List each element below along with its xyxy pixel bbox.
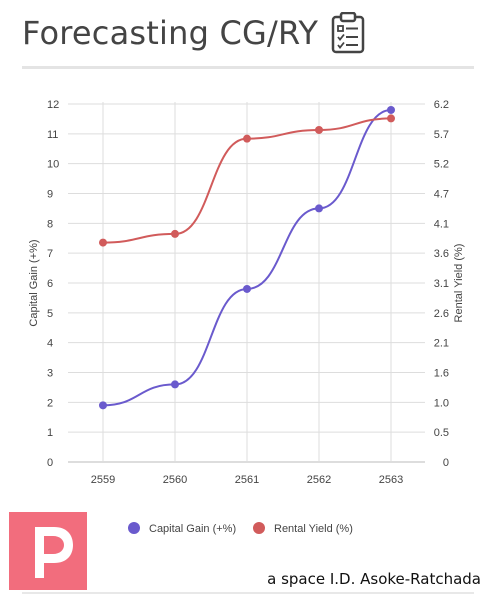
right-axis-label: Rental Yield (%) — [453, 244, 465, 323]
letter-p-logo-icon — [9, 512, 87, 590]
page-title: Forecasting CG/RY — [22, 14, 319, 52]
rental-yield-legend-swatch — [253, 522, 265, 534]
legend: Capital Gain (+%) Rental Yield (%) — [128, 522, 353, 535]
capital-gain-legend-swatch — [128, 522, 140, 534]
left-tick-label: 3 — [47, 368, 53, 380]
right-tick-label: 0 — [443, 457, 449, 469]
capital-gain-point — [315, 204, 323, 213]
left-tick-label: 6 — [47, 278, 53, 290]
rental-yield-point — [171, 229, 179, 238]
capital-gain-legend-label: Capital Gain (+%) — [149, 523, 236, 535]
left-tick-label: 4 — [47, 338, 53, 350]
capital-gain-point — [243, 284, 251, 293]
capital-gain-point — [171, 380, 179, 389]
left-tick-label: 7 — [47, 248, 53, 260]
x-tick-label: 2559 — [91, 474, 115, 486]
right-tick-label: 2.1 — [434, 338, 449, 350]
right-tick-label: 4.7 — [434, 189, 449, 201]
rental-yield-legend-label: Rental Yield (%) — [274, 523, 353, 535]
right-tick-label: 5.2 — [434, 159, 449, 171]
rental-yield-point — [99, 238, 107, 247]
capital-gain-point — [99, 401, 107, 410]
x-tick-label: 2562 — [307, 474, 331, 486]
footer-caption: a space I.D. Asoke-Ratchada — [267, 570, 481, 588]
left-tick-label: 5 — [47, 308, 53, 320]
left-tick-label: 8 — [47, 218, 53, 230]
right-tick-label: 3.1 — [434, 278, 449, 290]
right-tick-label: 2.6 — [434, 308, 449, 320]
x-tick-label: 2563 — [379, 474, 403, 486]
right-tick-label: 6.2 — [434, 99, 449, 111]
left-tick-label: 9 — [47, 189, 53, 201]
rental-yield-point — [387, 114, 395, 123]
right-axis-ticks: 0 0.5 1.0 1.6 2.1 2.6 3.1 3.6 4.1 4.7 5.2 5.7 6.2 — [434, 99, 449, 469]
x-tick-label: 2560 — [163, 474, 187, 486]
left-tick-label: 11 — [47, 129, 58, 141]
clipboard-checklist-icon — [331, 12, 365, 54]
footer-divider — [22, 592, 474, 594]
right-tick-label: 0.5 — [434, 427, 449, 439]
right-tick-label: 5.7 — [434, 129, 449, 141]
right-tick-label: 4.1 — [434, 218, 449, 230]
title-divider — [22, 66, 474, 69]
rental-yield-point — [243, 134, 251, 143]
series — [99, 105, 395, 410]
x-tick-label: 2561 — [235, 474, 259, 486]
left-tick-label: 12 — [47, 99, 59, 111]
right-tick-label: 1.6 — [434, 368, 449, 380]
capital-gain-line — [102, 108, 392, 407]
grid — [68, 102, 425, 463]
left-tick-label: 10 — [47, 159, 59, 171]
left-tick-label: 2 — [47, 397, 53, 409]
left-axis-label: Capital Gain (+%) — [28, 239, 40, 326]
right-tick-label: 1.0 — [434, 397, 449, 409]
left-tick-label: 1 — [47, 427, 53, 439]
left-tick-label: 0 — [47, 457, 53, 469]
x-axis-ticks: 2559 2560 2561 2562 2563 — [91, 474, 403, 486]
right-tick-label: 3.6 — [434, 248, 449, 260]
rental-yield-point — [315, 125, 323, 134]
capital-gain-point — [387, 105, 395, 114]
